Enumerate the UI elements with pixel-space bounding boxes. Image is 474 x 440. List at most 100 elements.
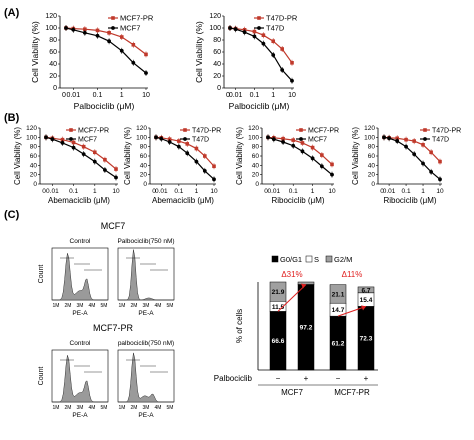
bar-value-label: 97.2 xyxy=(300,325,313,332)
x-tick-label: 1 xyxy=(311,188,315,195)
x-tick-label: 0.1 xyxy=(93,92,103,99)
x-axis-label: Abemaciclib (μM) xyxy=(48,196,110,205)
flow-x-tick-label: 2M xyxy=(131,405,138,411)
data-point xyxy=(131,43,136,47)
bar-segment-g2m xyxy=(329,284,347,304)
data-point xyxy=(438,159,442,164)
legend-label: MCF7 xyxy=(78,137,97,144)
y-tick-label: 100 xyxy=(45,25,57,32)
x-tick-label: 0.1 xyxy=(174,188,183,195)
data-point xyxy=(194,146,199,151)
flow-x-label: PE-A xyxy=(72,412,88,419)
flow-panel-title: Palbociclib(750 nM) xyxy=(117,238,174,245)
data-point xyxy=(71,27,76,32)
y-tick-label: 60 xyxy=(140,153,148,160)
flow-x-tick-label: 1M xyxy=(53,405,60,411)
flow-histogram xyxy=(118,352,174,403)
flow-y-label: Count xyxy=(38,367,45,386)
x-tick-label-zero: 0 xyxy=(226,92,230,99)
legend-marker xyxy=(423,128,427,132)
flow-frame xyxy=(117,247,175,301)
y-tick-label: 20 xyxy=(368,172,376,179)
delta-arrow xyxy=(337,305,367,317)
data-point xyxy=(119,48,124,53)
data-point xyxy=(320,153,324,157)
data-point xyxy=(261,41,266,46)
data-point xyxy=(310,156,315,161)
data-point xyxy=(212,164,216,169)
series-line-mcf7-pr xyxy=(65,27,147,55)
flow-x-tick-label: 4M xyxy=(155,303,162,309)
treatment-label: Palbociclib xyxy=(214,374,253,383)
data-point xyxy=(107,31,111,35)
legend-label: T47D xyxy=(266,24,285,33)
y-tick-label: 40 xyxy=(368,162,376,169)
legend-marker xyxy=(111,16,115,20)
y-tick-label: 120 xyxy=(45,13,57,20)
data-point xyxy=(421,143,425,147)
treatment-mark: + xyxy=(364,374,369,383)
bar-value-label: 61.2 xyxy=(332,341,345,348)
x-tick-label: 1 xyxy=(271,92,275,99)
flow-x-tick-label: 5M xyxy=(167,303,174,309)
y-tick-label: 20 xyxy=(252,172,260,179)
flow-histogram xyxy=(118,249,174,301)
x-tick-label: 10 xyxy=(328,188,336,195)
treatment-mark: + xyxy=(304,374,309,383)
data-point xyxy=(412,152,417,157)
bar-segment-g2m xyxy=(357,286,375,294)
data-point xyxy=(290,78,294,83)
data-point xyxy=(92,150,97,155)
delta-arrowhead xyxy=(301,283,306,289)
bar-legend-label: G2/M xyxy=(334,255,352,264)
legend-marker xyxy=(111,26,115,30)
data-point xyxy=(103,157,107,162)
y-tick-label: 80 xyxy=(30,144,38,151)
bar-value-label: 15.4 xyxy=(360,297,373,304)
y-axis-label: Cell Viability (%) xyxy=(235,127,244,185)
legend-marker xyxy=(69,137,73,141)
data-point xyxy=(281,136,285,141)
data-point xyxy=(95,33,100,38)
flow-x-tick-label: 4M xyxy=(89,303,96,309)
data-point xyxy=(50,137,55,142)
y-tick-label: 100 xyxy=(248,134,259,141)
legend-label: MCF7-PR xyxy=(78,128,109,135)
legend-label: MCF7 xyxy=(308,137,327,144)
flow-x-tick-label: 1M xyxy=(119,405,126,411)
flow-x-tick-label: 4M xyxy=(89,405,96,411)
flow-x-tick-label: 2M xyxy=(65,405,72,411)
y-tick-label: 60 xyxy=(30,153,38,160)
y-tick-label: 0 xyxy=(371,181,375,188)
data-point xyxy=(280,47,284,51)
data-point xyxy=(194,159,199,164)
data-point xyxy=(266,135,270,140)
y-tick-label: 60 xyxy=(252,153,260,160)
legend-marker xyxy=(299,128,303,132)
treatment-mark: − xyxy=(336,374,341,383)
data-point xyxy=(60,141,65,145)
flow-histogram-panel: Control 1M 2M 3M 4M 5M PE-A Count xyxy=(38,238,109,317)
data-point xyxy=(319,164,324,169)
flow-x-label: PE-A xyxy=(138,310,154,317)
flow-x-tick-label: 3M xyxy=(143,303,150,309)
legend-label: MCF7-PR xyxy=(120,14,154,23)
delta-annotation: Δ11% xyxy=(342,270,363,279)
x-tick-label: 0.01 xyxy=(155,188,168,195)
y-tick-label: 100 xyxy=(209,25,221,32)
bar-value-label: 14.7 xyxy=(332,307,345,314)
data-point xyxy=(92,159,97,164)
delta-arrow xyxy=(277,284,307,312)
data-point xyxy=(330,162,334,167)
x-tick-label: 0.01 xyxy=(268,188,281,195)
data-point xyxy=(202,169,207,173)
x-tick-label: 0.1 xyxy=(69,188,78,195)
x-axis-label: Ribociclib (μM) xyxy=(271,196,324,205)
data-point xyxy=(382,135,386,140)
x-tick-label: 1 xyxy=(195,188,199,195)
